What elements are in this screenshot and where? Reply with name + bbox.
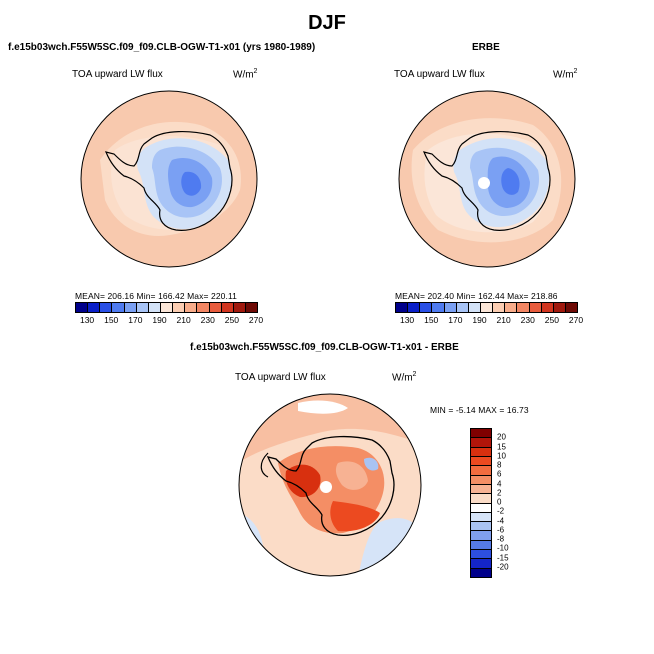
diff-colorbar-tick-label: 4 <box>497 479 502 488</box>
obs-colorbar-tick-label: 270 <box>568 315 584 325</box>
model-colorbar-tick-label: 270 <box>248 315 264 325</box>
obs-colorbar-tick-label: 230 <box>520 315 535 325</box>
obs-colorbar-cell <box>505 303 518 312</box>
obs-colorbar-cell <box>432 303 445 312</box>
diff-polar-map <box>238 393 422 577</box>
model-colorbar-cell <box>209 303 222 312</box>
diff-variable-label: TOA upward LW flux <box>235 372 326 383</box>
diff-colorbar-tick-label: -15 <box>497 553 509 562</box>
obs-colorbar-tick-label: 130 <box>399 315 415 325</box>
obs-variable-label: TOA upward LW flux <box>394 69 485 80</box>
obs-colorbar-tick-label: 250 <box>544 315 559 325</box>
model-colorbar-tick-label: 230 <box>200 315 215 325</box>
diff-colorbar-cell <box>471 550 491 560</box>
diff-colorbar-tick-label: 20 <box>497 432 506 442</box>
diff-colorbar-tick-label: -6 <box>497 525 505 535</box>
obs-colorbar-cell <box>565 303 578 312</box>
diff-colorbar-tick-label: 15 <box>497 442 506 451</box>
model-polar-map <box>80 90 258 268</box>
obs-colorbar-cell <box>468 303 481 312</box>
model-colorbar-ticks: 130 150 170 190 210 230 250 270 <box>75 315 263 327</box>
model-colorbar-tick-label: 190 <box>152 315 167 325</box>
diff-colorbar-tick-label: 0 <box>497 497 502 507</box>
obs-colorbar-cell <box>408 303 421 312</box>
diff-colorbar-cell <box>471 429 491 439</box>
diff-stats: MIN = -5.14 MAX = 16.73 <box>430 405 529 415</box>
model-colorbar-tick-label: 250 <box>224 315 239 325</box>
model-colorbar-cell <box>197 303 210 312</box>
diff-colorbar-cell <box>471 494 491 504</box>
model-colorbar-cell <box>88 303 101 312</box>
obs-colorbar-tick-label: 150 <box>424 315 439 325</box>
model-colorbar-cell <box>173 303 186 312</box>
model-colorbar-cell <box>148 303 161 312</box>
diff-colorbar-tick-label: -10 <box>497 543 509 553</box>
diff-colorbar-tick-label: -4 <box>497 516 505 525</box>
obs-colorbar-cell <box>529 303 542 312</box>
obs-colorbar-cell <box>480 303 494 312</box>
diff-colorbar-tick-label: 6 <box>497 469 502 479</box>
model-units-label: W/m2 <box>233 68 258 81</box>
diff-colorbar-cell <box>471 522 491 532</box>
model-colorbar-tick-label: 130 <box>79 315 95 325</box>
diff-colorbar-cell <box>471 559 491 569</box>
obs-colorbar-ticks: 130 150 170 190 210 230 250 270 <box>395 315 583 327</box>
obs-colorbar-cell <box>493 303 506 312</box>
model-colorbar-cell <box>136 303 149 312</box>
model-stats: MEAN= 206.16 Min= 166.42 Max= 220.11 <box>75 291 237 301</box>
model-colorbar-cell <box>245 303 258 312</box>
diff-colorbar-cell <box>471 466 491 476</box>
obs-polar-map <box>398 90 576 268</box>
model-colorbar-tick-label: 170 <box>128 315 143 325</box>
model-colorbar-cell <box>185 303 198 312</box>
diff-colorbar-cell <box>471 540 491 551</box>
diff-colorbar-cell <box>471 531 491 541</box>
diff-units-label: W/m2 <box>392 371 417 384</box>
model-colorbar-cell <box>112 303 125 312</box>
obs-colorbar-tick-label: 210 <box>496 315 511 325</box>
obs-colorbar-cell <box>517 303 530 312</box>
obs-stats: MEAN= 202.40 Min= 162.44 Max= 218.86 <box>395 291 558 301</box>
model-case-title: f.e15b03wch.F55W5SC.f09_f09.CLB-OGW-T1-x… <box>8 42 316 53</box>
obs-colorbar-cell <box>553 303 566 312</box>
diff-colorbar-tick-label: 2 <box>497 488 502 498</box>
obs-colorbar-tick-label: 190 <box>472 315 487 325</box>
model-colorbar-tick-label: 210 <box>176 315 191 325</box>
model-colorbar <box>75 302 258 313</box>
diff-colorbar-tick-label: -20 <box>497 562 509 572</box>
diff-colorbar-cell <box>471 512 491 523</box>
diff-case-title: f.e15b03wch.F55W5SC.f09_f09.CLB-OGW-T1-x… <box>190 342 459 353</box>
model-colorbar-tick-label: 150 <box>104 315 119 325</box>
obs-case-title: ERBE <box>472 42 500 53</box>
obs-colorbar <box>395 302 578 313</box>
obs-colorbar-cell <box>420 303 433 312</box>
obs-colorbar-cell <box>541 303 554 312</box>
diff-colorbar-tick-label: 10 <box>497 451 506 461</box>
model-variable-label: TOA upward LW flux <box>72 69 163 80</box>
model-colorbar-cell <box>233 303 246 312</box>
diff-colorbar-cell <box>471 475 491 485</box>
model-colorbar-cell <box>221 303 234 312</box>
diff-colorbar <box>470 428 492 578</box>
diff-colorbar-cell <box>471 503 491 513</box>
diff-colorbar-cell <box>471 456 491 467</box>
diff-colorbar-ticks: 20 15 10 8 6 4 2 0 -2 -4 -6 -8 -10 -15 -20 <box>497 428 527 576</box>
diff-colorbar-cell <box>471 568 491 577</box>
model-colorbar-cell <box>124 303 137 312</box>
obs-colorbar-tick-label: 170 <box>448 315 463 325</box>
diff-colorbar-cell <box>471 438 491 448</box>
diff-colorbar-tick-label: -8 <box>497 534 505 544</box>
model-colorbar-cell <box>160 303 174 312</box>
diff-colorbar-tick-label: -2 <box>497 506 505 516</box>
diff-colorbar-tick-label: 8 <box>497 460 502 470</box>
model-colorbar-cell <box>76 303 89 312</box>
obs-colorbar-cell <box>456 303 469 312</box>
obs-colorbar-cell <box>444 303 457 312</box>
diff-colorbar-cell <box>471 484 491 495</box>
diff-colorbar-cell <box>471 447 491 457</box>
obs-colorbar-cell <box>396 303 409 312</box>
obs-units-label: W/m2 <box>553 68 578 81</box>
page-title: DJF <box>308 12 346 34</box>
model-colorbar-cell <box>100 303 113 312</box>
